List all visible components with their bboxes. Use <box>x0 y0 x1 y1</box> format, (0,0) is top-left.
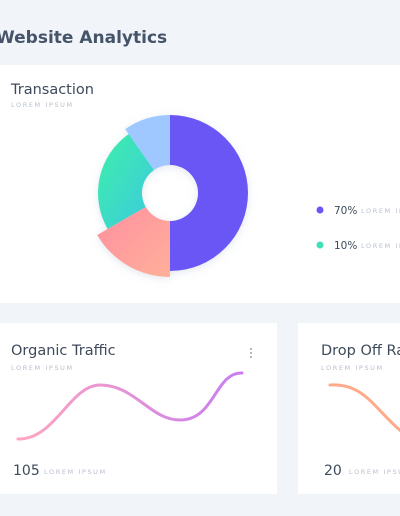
legend-dot <box>316 206 324 214</box>
card-subtitle: LOREM IPSUM <box>321 364 384 372</box>
donut-segment <box>98 134 154 229</box>
traffic-line <box>16 371 244 441</box>
legend-label: LOREM IPSUM <box>361 207 400 215</box>
legend-value: 10% <box>334 240 357 252</box>
donut-segment <box>170 115 248 271</box>
legend-dot <box>316 241 324 249</box>
donut-segment <box>125 115 170 171</box>
menu-icon[interactable] <box>250 348 252 358</box>
page-title: Website Analytics <box>0 28 167 48</box>
dropoff-card <box>298 323 400 494</box>
card-title: Transaction <box>10 82 94 98</box>
donut-chart <box>97 115 248 277</box>
legend-label: LOREM IPSUM <box>361 242 400 250</box>
legend-value: 70% <box>334 205 357 217</box>
stat-label: LOREM IPSUM <box>349 468 400 476</box>
card-title: Organic Traffic <box>11 343 116 359</box>
card-title: Drop Off Rate <box>321 343 400 359</box>
stat-value: 105 <box>13 463 40 479</box>
donut-segment <box>97 207 170 277</box>
card-subtitle: LOREM IPSUM <box>11 101 74 109</box>
card-subtitle: LOREM IPSUM <box>11 364 74 372</box>
stat-label: LOREM IPSUM <box>44 468 107 476</box>
organic-card <box>0 323 277 494</box>
dropoff-line <box>328 383 400 433</box>
stat-value: 20 <box>324 463 342 479</box>
